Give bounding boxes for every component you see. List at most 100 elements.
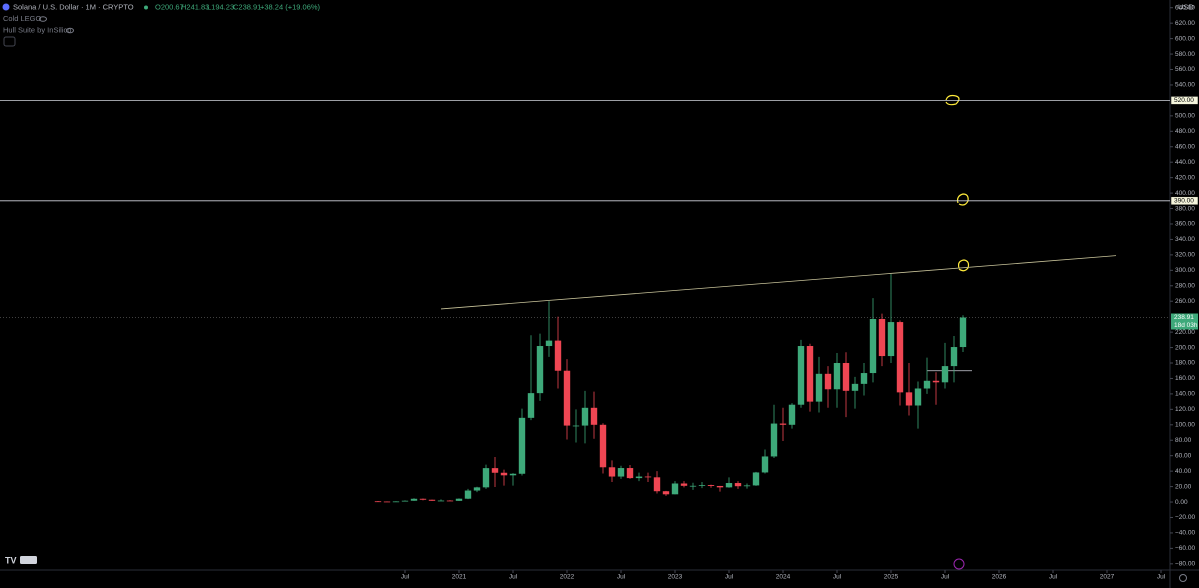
y-tick-label: 540.00 <box>1175 82 1195 89</box>
candle-body <box>932 380 940 383</box>
x-tick-label: 2025 <box>884 574 899 581</box>
candle-body <box>689 485 697 487</box>
candle-body <box>698 485 706 486</box>
level-tag-label: 520.00 <box>1174 97 1194 104</box>
indicator-label[interactable]: Hull Suite by InSilico <box>3 25 71 34</box>
candle-body <box>608 467 616 477</box>
y-tick-label: 20.00 <box>1175 483 1192 490</box>
candle-body <box>563 370 571 426</box>
candle-body <box>536 346 544 394</box>
y-tick-label: 320.00 <box>1175 252 1195 259</box>
y-tick-label: 140.00 <box>1175 391 1195 398</box>
candle-body <box>644 476 652 478</box>
logo: TV <box>5 555 17 565</box>
candle-body <box>437 500 445 502</box>
x-tick-label: 2022 <box>560 574 575 581</box>
candle-body <box>464 490 472 499</box>
candle-body <box>869 318 877 374</box>
candle-body <box>635 476 643 479</box>
drawing-circle <box>945 94 960 106</box>
candle-body <box>455 498 463 501</box>
candle-body <box>941 366 949 383</box>
candle-body <box>581 407 589 426</box>
candle-body <box>500 472 508 476</box>
candle-body <box>419 498 427 500</box>
candle-body <box>572 425 580 427</box>
candle-body <box>446 500 454 502</box>
candle-body <box>833 363 841 390</box>
candle-body <box>482 468 490 488</box>
symbol-title: Solana / U.S. Dollar · 1M · CRYPTO <box>13 2 134 11</box>
x-tick-label: Jul <box>401 574 410 581</box>
y-tick-label: 440.00 <box>1175 159 1195 166</box>
candle-body <box>896 322 904 393</box>
candle-body <box>374 501 382 503</box>
candle-body <box>626 468 634 479</box>
candle-body <box>671 483 679 495</box>
price-tag <box>1171 313 1198 330</box>
x-tick-label: 2024 <box>776 574 791 581</box>
candle-body <box>680 483 688 486</box>
candle-body <box>950 347 958 367</box>
candle-body <box>554 340 562 371</box>
ohlc-low: L194.23 <box>207 2 234 11</box>
x-tick-label: Jul <box>509 574 518 581</box>
y-tick-label: −40.00 <box>1175 530 1195 537</box>
x-tick-label: 2027 <box>1100 574 1115 581</box>
y-tick-label: 260.00 <box>1175 298 1195 305</box>
candle-body <box>824 373 832 390</box>
y-tick-label: 480.00 <box>1175 128 1195 135</box>
candle-body <box>860 373 868 384</box>
ohlc-high: H241.83 <box>181 2 209 11</box>
visibility-icon[interactable] <box>66 27 74 34</box>
candle-body <box>707 485 715 486</box>
candle-body <box>842 363 850 391</box>
candle-body <box>734 483 742 487</box>
candle-body <box>797 346 805 405</box>
candle-body <box>761 456 769 473</box>
y-tick-label: 80.00 <box>1175 437 1192 444</box>
candle-body <box>410 498 418 501</box>
visibility-icon[interactable] <box>39 16 47 22</box>
y-tick-label: 60.00 <box>1175 452 1192 459</box>
candle-body <box>392 501 400 503</box>
x-tick-label: 2023 <box>668 574 683 581</box>
candle-body <box>959 317 967 348</box>
candle-body <box>590 407 598 425</box>
candle-body <box>752 472 760 486</box>
x-tick-label: 2026 <box>992 574 1007 581</box>
y-tick-label: 100.00 <box>1175 422 1195 429</box>
y-tick-label: 160.00 <box>1175 375 1195 382</box>
y-tick-label: 360.00 <box>1175 221 1195 228</box>
alert-icon[interactable] <box>953 558 965 570</box>
candle-body <box>473 487 481 491</box>
y-tick-label: 40.00 <box>1175 468 1192 475</box>
countdown-label: 18d 03h <box>1174 322 1198 329</box>
y-tick-label: 560.00 <box>1175 66 1195 73</box>
candle-body <box>545 340 553 347</box>
candle-body <box>905 392 913 406</box>
drawing-circle <box>956 193 969 206</box>
drawing-circle <box>957 259 970 272</box>
level-tag <box>1170 96 1199 105</box>
trend-line <box>440 255 1117 310</box>
collapse-button[interactable] <box>3 36 16 47</box>
y-tick-label: 400.00 <box>1175 190 1195 197</box>
y-tick-label: 580.00 <box>1175 51 1195 58</box>
candle-body <box>788 404 796 425</box>
currency-label: USD <box>1178 2 1194 11</box>
y-tick-label: −60.00 <box>1175 545 1195 552</box>
settings-icon[interactable] <box>1179 574 1187 582</box>
level-tag <box>1170 196 1199 206</box>
y-tick-label: 620.00 <box>1175 20 1195 27</box>
candle-body <box>527 393 535 418</box>
y-tick-label: 280.00 <box>1175 282 1195 289</box>
candle-body <box>914 388 922 406</box>
y-tick-label: 500.00 <box>1175 113 1195 120</box>
indicator-label[interactable]: Cold LEGO <box>3 14 42 23</box>
candle-body <box>743 485 751 487</box>
y-tick-label: 340.00 <box>1175 236 1195 243</box>
candle-body <box>770 423 778 457</box>
